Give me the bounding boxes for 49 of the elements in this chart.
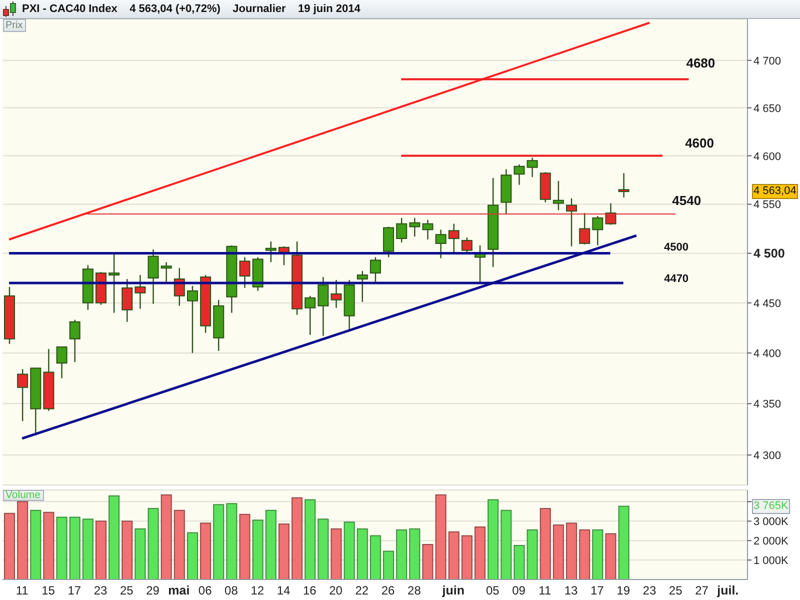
x-tick-label: 15 [42,584,56,598]
x-tick-label: 25 [120,584,134,598]
x-tick-label: juil. [716,584,739,598]
x-tick-label: 26 [381,584,396,598]
y-tick-label: 3 000K [754,516,790,528]
y-tick-label: 1 000K [754,555,790,568]
x-tick-label: mai [168,584,190,598]
x-tick-label: 12 [250,584,264,598]
y-tick-label: 4 500 [754,246,785,260]
series-label: 4680 [686,55,716,70]
x-tick-label: 28 [408,584,422,598]
y-tick-label: 4 700 [754,55,782,68]
x-tick-label: 17 [68,584,82,598]
text: 4470 [664,272,689,285]
x-tick-label: 14 [276,584,291,598]
x-tick-label: 27 [695,584,709,598]
text: 3 765K [752,498,790,514]
series-label: 4600 [685,135,714,150]
y-tick-label: 4 450 [754,298,782,310]
x-tick-label: 11 [538,584,552,598]
x-tick-label: 05 [486,584,500,598]
y-tick-label: 4 350 [754,398,782,411]
chart-title: PXI - CAC40 Index 4 563,04 (+0,72%) Journalier 19 juin 2014 [22,2,360,17]
y-tick-label: 4 300 [754,450,782,462]
x-tick-label: juin [441,584,465,598]
text: 4500 [664,241,689,254]
x-tick-label: 29 [146,584,160,598]
y-axis-title: Prix [2,19,26,32]
y-tick-label: 4 600 [754,150,782,163]
series-label: 4540 [672,193,702,208]
x-tick-label: 22 [355,584,369,598]
y-tick-label: 4 550 [754,199,782,212]
x-tick-label: 20 [329,584,343,598]
x-tick-label: 09 [512,584,526,598]
y-tick-label: 2 000K [754,536,790,548]
text: 4 563,04 [752,184,798,200]
y-tick-label: 4 400 [754,348,782,360]
x-tick-label: 17 [590,584,604,598]
x-tick-label: 06 [198,584,212,598]
x-tick-label: 16 [302,584,317,598]
x-tick-label: 13 [564,584,578,598]
x-tick-label: 19 [616,584,630,598]
y-axis-title: Volume [2,489,44,501]
x-tick-label: 08 [224,584,238,598]
x-tick-label: 23 [94,584,108,598]
x-tick-label: 23 [642,584,656,598]
x-tick-label: 11 [16,584,29,598]
x-tick-label: 25 [668,584,683,598]
y-tick-label: 4 650 [754,102,782,115]
